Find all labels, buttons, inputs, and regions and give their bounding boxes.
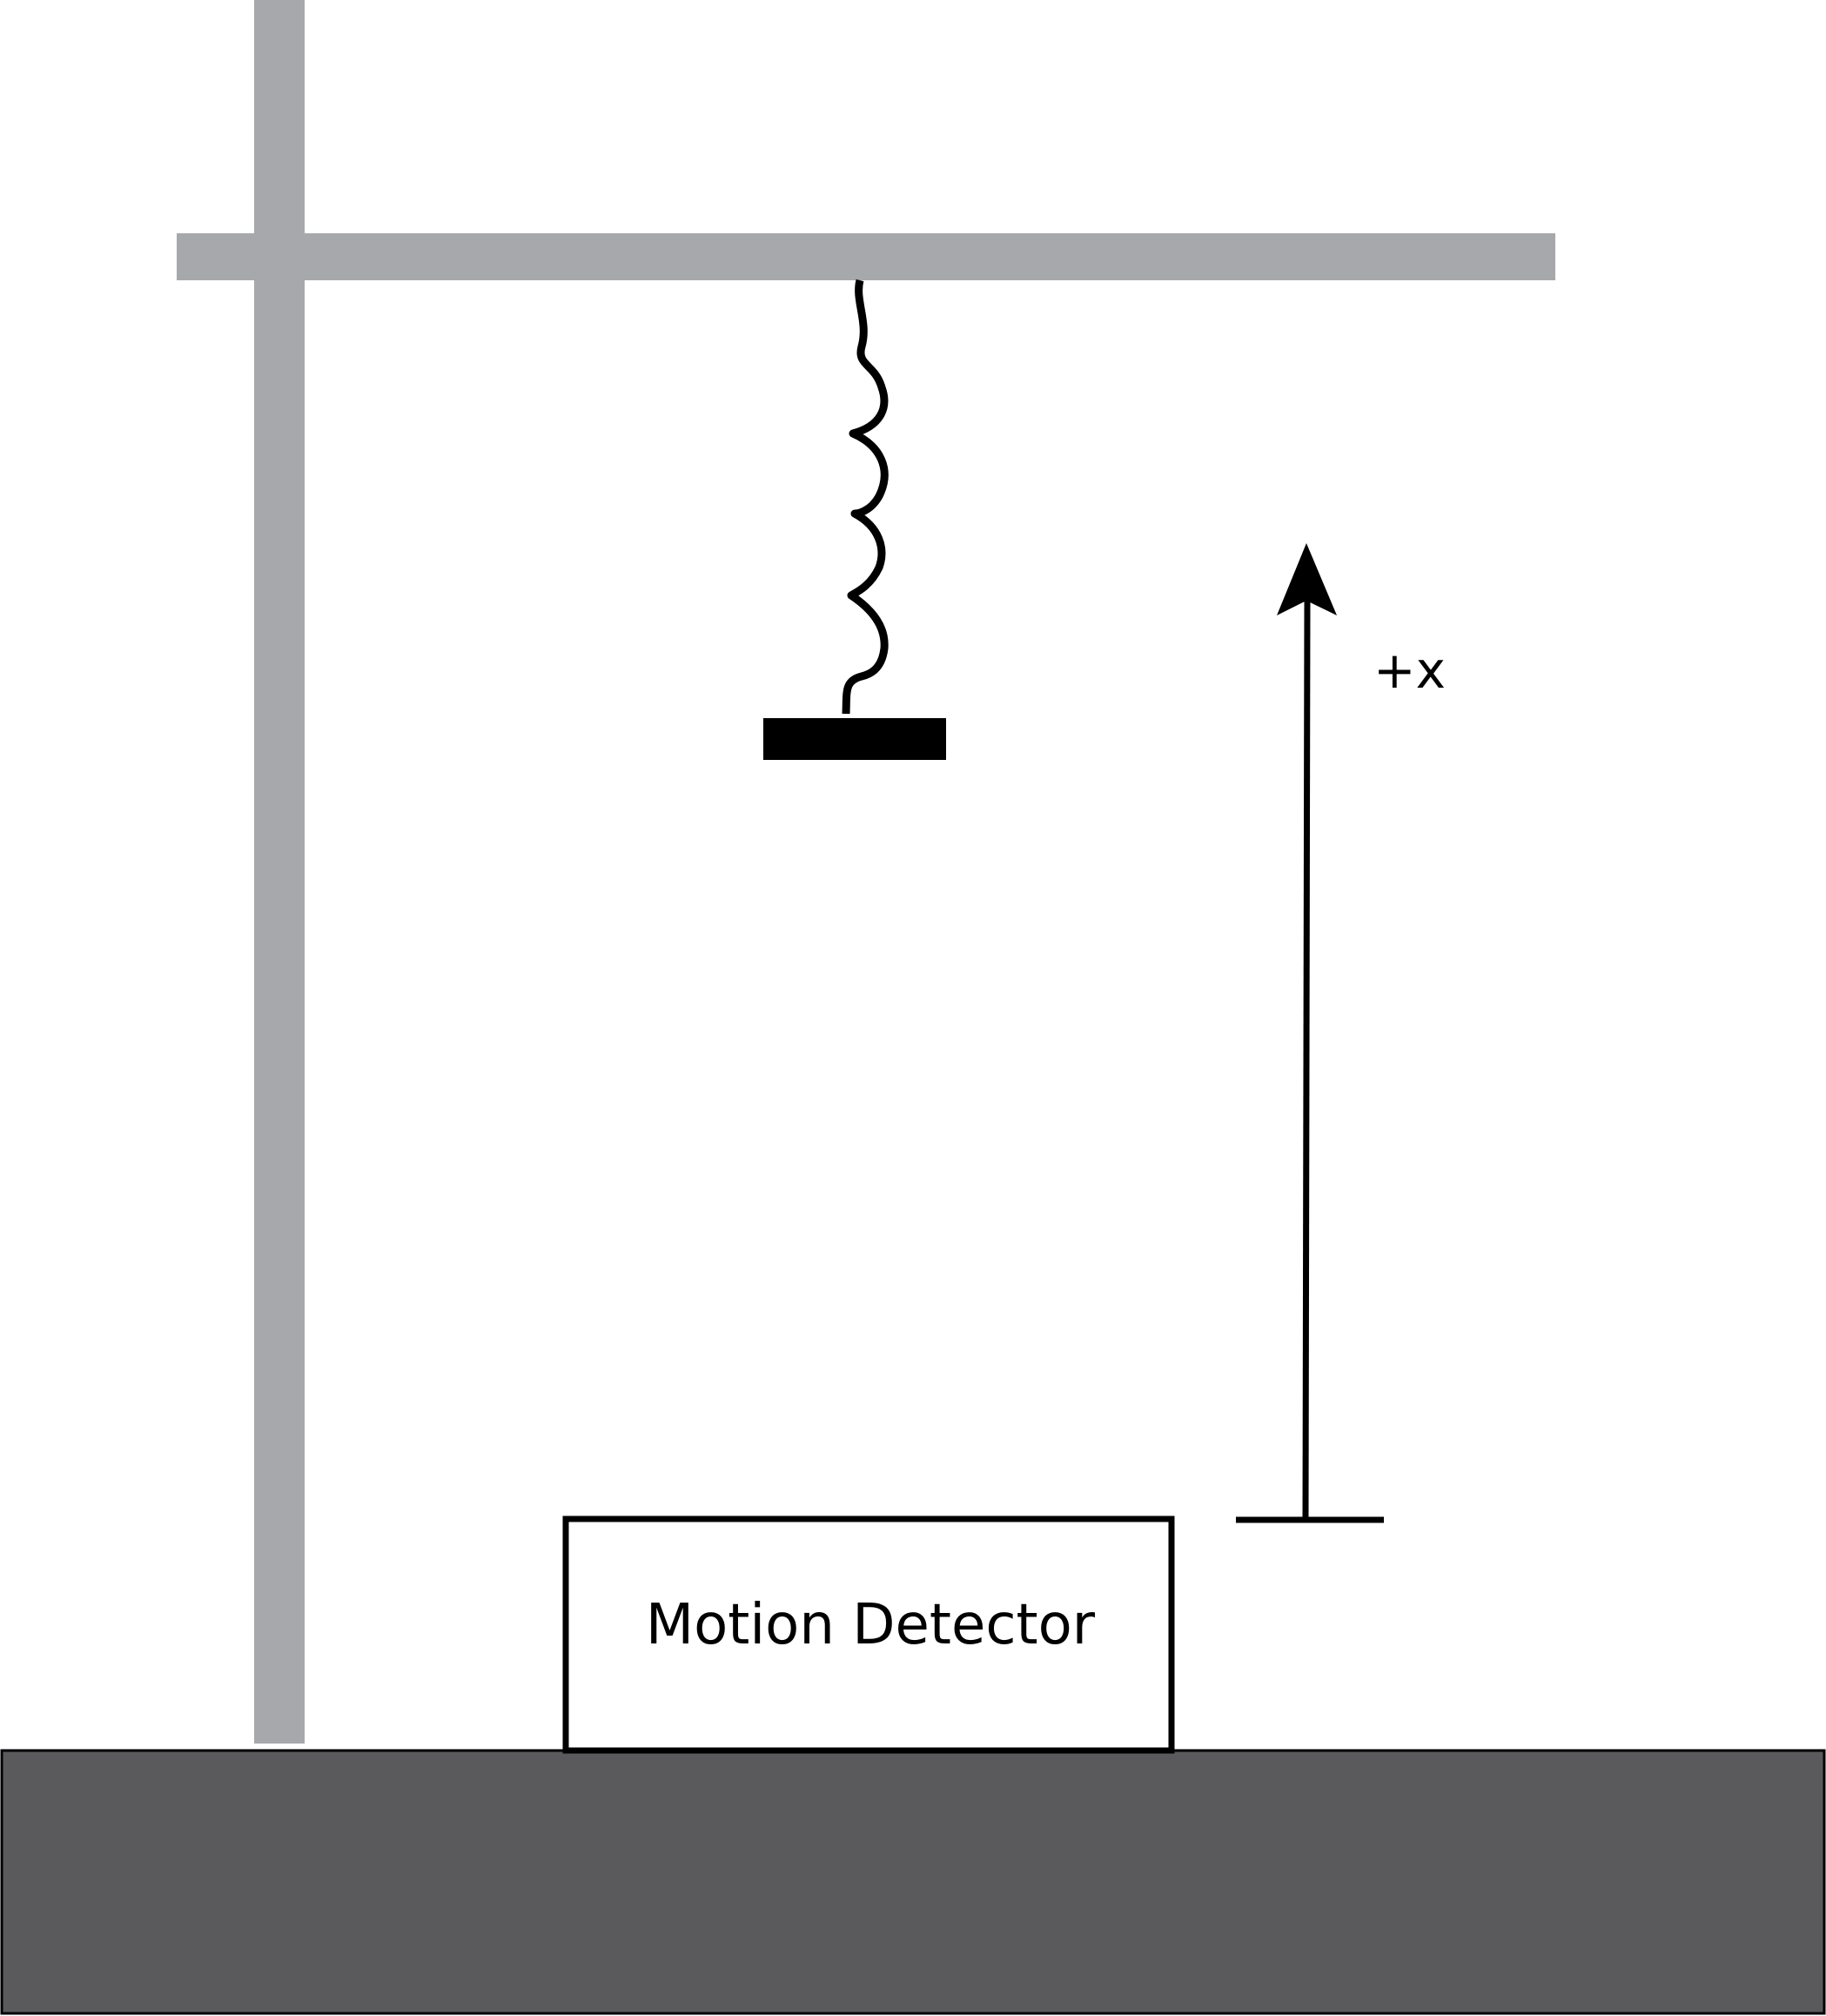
motion-detector-box — [562, 1515, 1175, 1754]
hanging-mass — [763, 718, 946, 760]
ground-slab — [0, 1749, 1826, 2015]
stand-pole — [254, 0, 305, 1744]
spring — [842, 279, 889, 715]
axis-line — [1302, 600, 1311, 1520]
stand-arm — [177, 233, 1555, 280]
arrow-head-icon — [1277, 543, 1337, 615]
axis-label: +x — [1373, 641, 1446, 700]
motion-detector-label: Motion Detector — [646, 1593, 1096, 1657]
